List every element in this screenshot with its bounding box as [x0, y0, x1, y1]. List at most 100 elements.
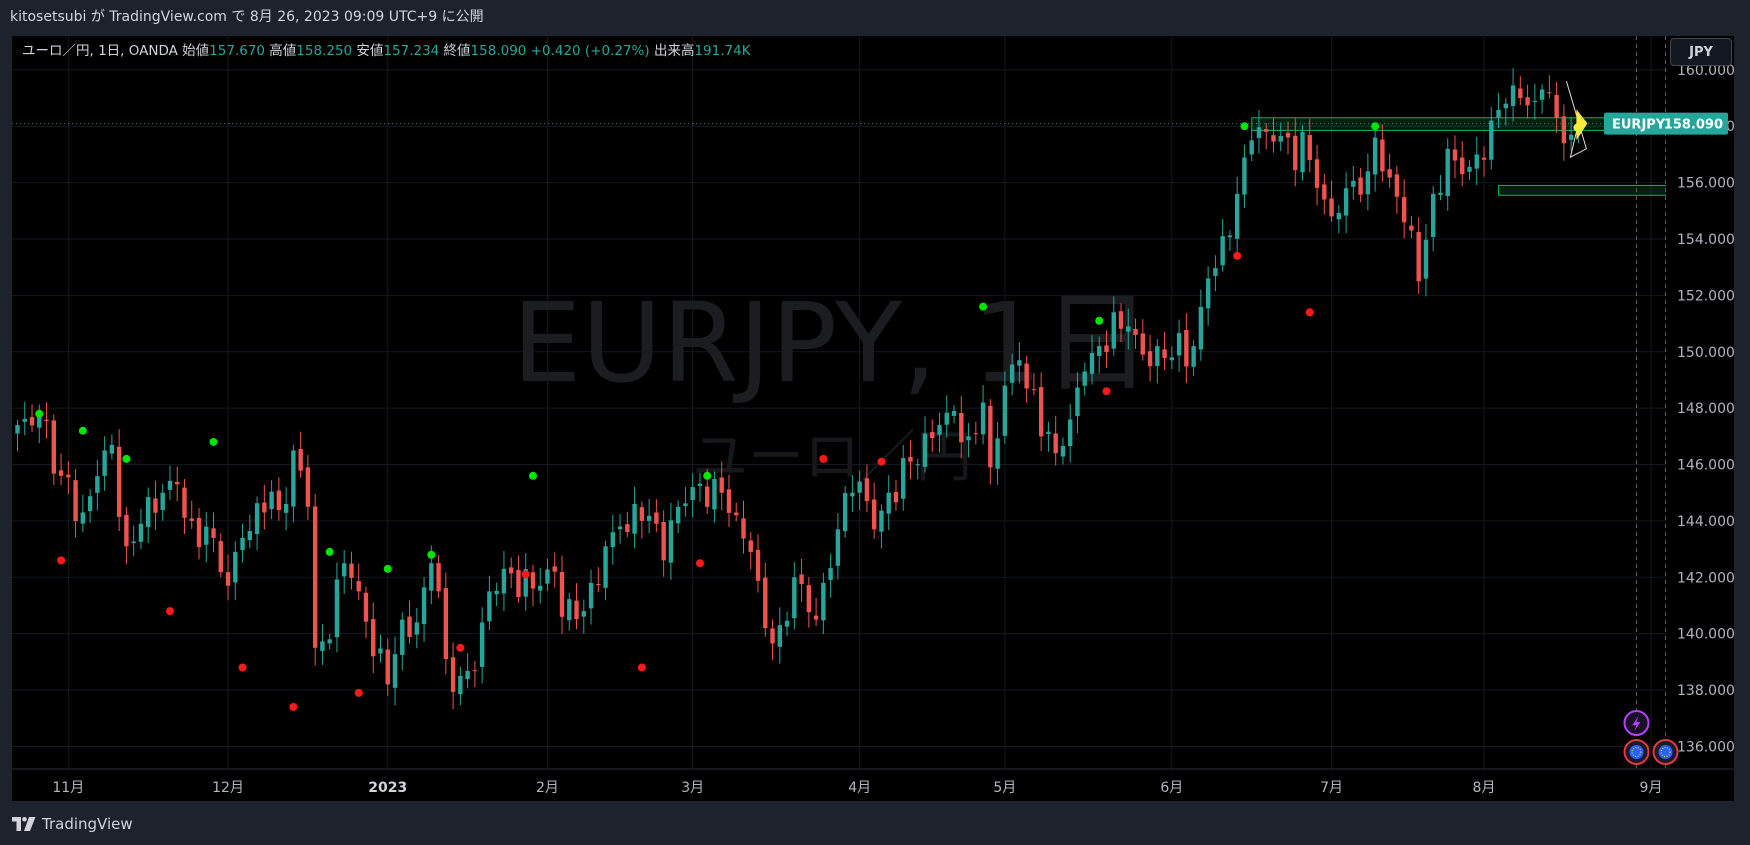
candle-body: [1438, 192, 1443, 195]
candle-body: [1503, 103, 1508, 109]
candle-body: [291, 450, 296, 507]
candle-body: [1111, 312, 1116, 349]
legend-volume-label: 出来高: [653, 43, 695, 59]
candle-body: [842, 493, 848, 532]
candle-body: [145, 497, 151, 528]
candle-body: [1539, 89, 1545, 100]
y-tick-label: 160.000: [1677, 63, 1734, 79]
candle-body: [225, 572, 231, 586]
y-tick-label: 152.000: [1677, 288, 1734, 304]
candle-body: [44, 419, 49, 422]
candle-body: [806, 585, 812, 613]
candle-body: [58, 470, 64, 476]
candle-body: [1525, 97, 1530, 106]
candle-body: [1547, 92, 1552, 94]
candle-body: [1431, 193, 1436, 237]
candle-body: [102, 450, 107, 476]
candle-body: [799, 574, 804, 585]
pivot-low-marker: [877, 457, 886, 466]
candle-body: [1293, 135, 1298, 170]
candle-body: [944, 412, 949, 425]
candle-body: [850, 492, 855, 497]
y-tick-label: 138.000: [1677, 683, 1734, 699]
pivot-high-marker: [383, 564, 392, 573]
pivot-low-marker: [1102, 387, 1111, 396]
event-globe-stars: [1660, 747, 1671, 757]
candle-body: [1489, 120, 1494, 160]
legend-high-value: 158.250: [296, 43, 353, 59]
chart-area[interactable]: EURJPY, 1日 ユーロ／円 136.000 138.000 140.000 142.…: [12, 36, 1734, 801]
candle-body: [973, 433, 979, 435]
candle-body: [269, 491, 274, 510]
candle-body: [1481, 157, 1487, 160]
candle-body: [298, 449, 303, 471]
candle-body: [777, 625, 782, 647]
candle-body: [1234, 193, 1240, 239]
candle-body: [363, 592, 369, 622]
candle-body: [138, 523, 144, 542]
candle-body: [109, 444, 115, 454]
candle-body: [1416, 231, 1421, 282]
candle-body: [1002, 385, 1008, 436]
pivot-high-marker: [35, 409, 44, 418]
candle-body: [625, 524, 630, 533]
pivot-low-marker: [695, 559, 704, 568]
candle-body: [1249, 140, 1254, 155]
candle-body: [603, 546, 608, 588]
candle-body: [175, 481, 180, 485]
candle-body: [436, 563, 441, 592]
candle-body: [784, 620, 790, 627]
pivot-low-marker: [521, 570, 530, 579]
legend-low-label: 安値: [356, 43, 384, 59]
candle-body: [1205, 278, 1211, 309]
candle-body: [429, 563, 434, 591]
candle-body: [545, 569, 550, 584]
candle-body: [1307, 135, 1312, 161]
x-tick-label: 8月: [1473, 780, 1496, 796]
pivot-low-marker: [165, 607, 174, 616]
candle-body: [1104, 345, 1109, 353]
candle-body: [1394, 174, 1400, 197]
candle-body: [1060, 446, 1066, 457]
candle-body: [51, 420, 56, 474]
legend-open-label: 始値: [182, 43, 210, 59]
candle-body: [247, 531, 253, 541]
candle-body: [487, 591, 492, 622]
pivot-high-marker: [528, 471, 537, 480]
candle-body: [15, 425, 20, 434]
candle-body: [254, 503, 260, 535]
candle-body: [937, 425, 942, 435]
candle-body: [116, 446, 122, 517]
star-marker: [1573, 123, 1582, 132]
candle-body: [124, 514, 129, 547]
pivot-low-marker: [819, 454, 828, 463]
candle-body: [378, 648, 383, 654]
footer-brand[interactable]: TradingView: [12, 814, 133, 834]
currency-button[interactable]: JPY: [1670, 38, 1732, 66]
pivot-high-marker: [979, 302, 988, 311]
candle-body: [465, 670, 470, 679]
x-tick-label: 12月: [212, 780, 244, 796]
candle-body: [908, 456, 913, 462]
candle-body: [617, 526, 623, 530]
candle-body: [1133, 328, 1138, 335]
x-tick-label: 2023: [368, 780, 407, 796]
y-tick-label: 156.000: [1677, 176, 1734, 192]
candle-body: [1568, 134, 1574, 140]
candle-body: [1510, 85, 1516, 107]
pivot-high-marker: [1240, 122, 1249, 131]
pivot-low-marker: [456, 643, 465, 652]
candle-body: [334, 579, 340, 638]
x-tick-label: 11月: [52, 780, 84, 796]
candle-body: [813, 615, 819, 620]
candle-body: [262, 502, 267, 513]
candle-body: [828, 568, 833, 580]
candle-body: [632, 503, 637, 534]
candle-body: [1460, 157, 1465, 175]
x-tick-label: 2月: [536, 780, 559, 796]
candle-body: [610, 532, 616, 547]
candle-body: [1409, 225, 1414, 231]
candle-body: [697, 483, 703, 487]
candle-body: [240, 537, 245, 551]
